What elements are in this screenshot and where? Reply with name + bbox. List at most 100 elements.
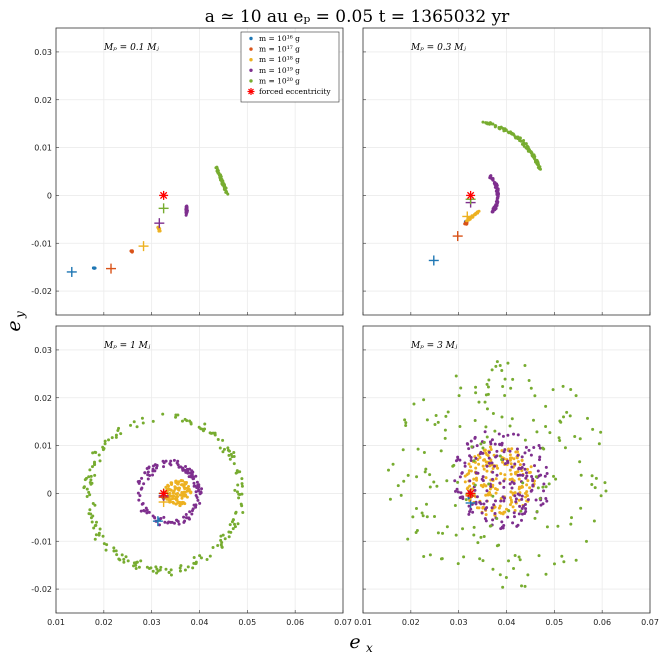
data-point-m19 [192,481,196,485]
legend-entry-m17: m = 10¹⁷ g [249,45,300,54]
data-point-m20 [464,498,468,502]
x-axis-title: e [349,631,360,653]
y-tick-label: 0.01 [34,144,52,153]
data-point-m19 [500,520,504,524]
data-point-m19 [194,490,198,494]
data-point-m20 [164,567,168,571]
data-point-m19 [473,436,477,440]
data-point-m19 [200,487,204,491]
data-point-m18 [165,497,169,501]
data-point-m19 [139,509,143,513]
data-point-m19 [197,484,201,488]
data-point-m20 [433,423,437,427]
data-point-m19 [545,499,549,503]
data-point-m19 [522,462,526,466]
data-point-m20 [545,525,549,529]
data-point-m18 [505,507,509,511]
data-point-m20 [406,473,410,477]
data-point-m20 [226,446,230,450]
data-point-m20 [511,377,515,381]
data-point-m20 [98,527,102,531]
data-point-m20 [412,402,416,406]
data-point-m20 [520,142,524,146]
data-point-m20 [501,127,505,131]
y-tick-label: 0.01 [34,442,52,451]
data-point-m19 [163,520,167,524]
data-point-m20 [215,169,219,173]
data-point-m19 [496,194,500,198]
data-point-m20 [199,556,203,560]
y-axis-label: ey [3,311,27,332]
data-point-m20 [443,428,447,432]
data-point-m20 [551,388,555,392]
data-point-m18 [510,477,514,481]
data-point-m19 [508,449,512,453]
data-point-m18 [172,494,176,498]
data-point-m20 [149,566,153,570]
data-point-m18 [472,213,476,217]
data-point-m19 [518,493,522,497]
data-point-m19 [137,481,141,485]
data-point-m20 [221,438,225,442]
data-point-m20 [161,412,165,416]
data-point-m20 [524,142,528,146]
data-point-m20 [219,534,223,538]
data-point-m20 [498,363,502,367]
data-point-m20 [230,520,234,524]
data-point-m19 [524,445,528,449]
data-point-m20 [174,415,178,419]
data-point-m19 [458,458,462,462]
data-point-m19 [487,456,491,460]
legend-swatch [249,79,253,83]
data-point-m20 [552,474,556,478]
data-point-m20 [501,585,505,589]
data-point-m20 [604,489,608,493]
data-point-m20 [453,504,457,508]
data-point-m19 [139,487,143,491]
x-tick-label: 0.05 [238,618,256,627]
data-point-m19 [514,497,518,501]
data-point-m18 [484,476,488,480]
data-point-m20 [541,485,545,489]
data-point-m18 [174,502,178,506]
data-point-m20 [491,411,495,415]
data-point-m18 [494,491,498,495]
data-point-m20 [481,120,485,124]
data-point-m18 [514,471,517,475]
x-tick-label: 0.05 [545,618,563,627]
data-point-m20 [88,468,92,472]
data-point-m18 [526,479,530,483]
data-point-m20 [229,530,233,534]
data-point-m20 [485,407,489,411]
x-tick-label: 0.06 [286,618,304,627]
data-point-m19 [483,517,487,521]
data-point-m18 [467,462,471,466]
data-point-m18 [489,448,493,452]
data-point-m19 [199,490,203,494]
data-point-m19 [542,489,546,493]
data-point-m20 [584,539,588,543]
data-point-m18 [167,494,171,498]
data-point-m18 [484,513,488,517]
data-point-m19 [190,512,194,516]
data-point-m20 [548,431,552,435]
data-point-m20 [89,478,93,482]
data-point-m20 [91,514,95,518]
data-point-m19 [492,503,496,507]
data-point-m20 [474,385,478,389]
data-point-m20 [508,424,512,428]
data-point-m20 [510,417,514,421]
data-point-m19 [491,470,495,474]
data-point-m19 [143,471,147,475]
data-point-m18 [183,486,187,490]
y-tick-label: 0.02 [34,394,52,403]
data-point-m19 [481,451,485,455]
data-point-m19 [493,499,497,503]
legend-entry-m19: m = 10¹⁹ g [249,66,300,75]
data-point-m19 [142,482,146,486]
data-point-m20 [415,475,419,479]
data-point-m20 [518,558,522,562]
data-point-m19 [534,498,538,502]
data-point-m20 [507,559,511,563]
data-point-m19 [489,442,493,446]
